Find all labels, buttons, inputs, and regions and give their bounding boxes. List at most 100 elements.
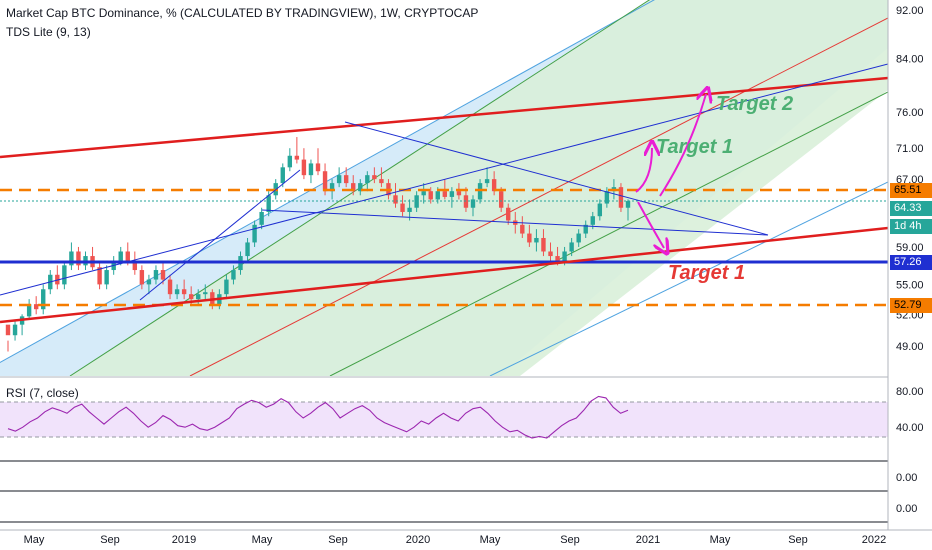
- candle-body: [245, 242, 250, 257]
- y-tick-label: 92.00: [896, 5, 924, 17]
- candle-body: [5, 324, 11, 336]
- candle-body: [252, 224, 257, 243]
- target1-upper-label: Target 1: [656, 136, 733, 158]
- bar-countdown-tag: 1d 4h: [890, 219, 932, 234]
- candle-body: [351, 183, 356, 192]
- x-axis[interactable]: May Sep 2019 May Sep 2020 May Sep 2021 May Sep 2022: [24, 534, 887, 546]
- x-tick-label: Sep: [100, 534, 120, 546]
- candle-body: [548, 251, 553, 257]
- resistance-price-tag: 65.51: [890, 183, 932, 198]
- candle-body: [132, 260, 138, 271]
- candle-body: [146, 279, 152, 285]
- candle-body: [590, 216, 595, 225]
- x-tick-label: 2021: [636, 534, 660, 546]
- candle-body: [153, 270, 159, 280]
- candle-body: [41, 289, 46, 310]
- candle-body: [456, 191, 462, 196]
- bottom-pane-tick-label: 0.00: [896, 503, 917, 515]
- y-tick-label: 84.00: [896, 54, 924, 66]
- rsi-label[interactable]: RSI (7, close): [6, 386, 79, 400]
- x-tick-label: Sep: [560, 534, 580, 546]
- candle-body: [301, 159, 307, 176]
- candle-body: [449, 191, 455, 197]
- candle-body: [597, 203, 603, 217]
- candle-body: [125, 251, 130, 261]
- blue-trendline-wedge-top: [344, 121, 769, 236]
- x-tick-label: May: [710, 534, 731, 546]
- target1-lower-label: Target 1: [668, 262, 745, 284]
- blue-trendline-steep: [139, 169, 301, 301]
- y-tick-label: 76.00: [896, 107, 924, 119]
- candle-body: [604, 191, 610, 204]
- candle-body: [618, 187, 624, 208]
- blue-trendline-wedge-bottom: [261, 209, 769, 236]
- candle-body: [498, 191, 504, 208]
- rsi-tick-label: 80.00: [896, 386, 924, 398]
- candle-body: [470, 199, 476, 208]
- candle-body: [393, 195, 398, 204]
- candle-body: [477, 183, 483, 200]
- candle-body: [188, 294, 194, 300]
- candle-body: [62, 265, 67, 285]
- y-tick-label: 71.00: [896, 143, 924, 155]
- candle-body: [174, 289, 180, 295]
- candle-body: [379, 179, 384, 184]
- candle-body: [520, 224, 525, 234]
- candle-body: [294, 155, 300, 160]
- candle-body: [491, 179, 497, 192]
- candle-body: [506, 207, 511, 221]
- x-tick-label: 2019: [172, 534, 196, 546]
- current-price-tag: 64.33: [890, 201, 932, 216]
- candle-body: [329, 183, 335, 192]
- candle-body: [569, 242, 574, 252]
- x-tick-label: May: [24, 534, 45, 546]
- candle-body: [372, 175, 377, 180]
- candle-body: [527, 233, 532, 243]
- candle-body: [583, 224, 588, 234]
- indicator-label[interactable]: TDS Lite (9, 13): [6, 25, 91, 39]
- candle-body: [266, 195, 271, 212]
- candle-body: [12, 324, 18, 336]
- candle-body: [365, 175, 370, 184]
- rsi-line: [7, 395, 629, 439]
- chart-title: Market Cap BTC Dominance, % (CALCULATED …: [6, 6, 479, 20]
- candle-body: [210, 292, 215, 305]
- blue-trendline-rising: [0, 63, 888, 296]
- candle-body: [181, 289, 187, 295]
- candle-body: [203, 292, 208, 295]
- candle-body: [224, 279, 229, 295]
- candle-body: [428, 191, 433, 200]
- candle-body: [541, 237, 546, 252]
- candle-body: [76, 251, 81, 266]
- bottom-pane-tick-label: 0.00: [896, 472, 917, 484]
- candle-body: [118, 251, 123, 261]
- candle-body: [280, 167, 285, 184]
- x-tick-label: May: [480, 534, 501, 546]
- candle-body: [104, 270, 109, 285]
- candle-body: [167, 279, 173, 295]
- channel-midline: [189, 17, 888, 376]
- candle-body: [196, 294, 201, 300]
- x-tick-label: Sep: [328, 534, 348, 546]
- candle-body: [358, 183, 363, 192]
- candle-body: [442, 191, 448, 197]
- y-tick-label: 59.00: [896, 242, 924, 254]
- candle-body: [287, 155, 293, 168]
- candle-body: [414, 195, 419, 208]
- candle-body: [336, 175, 342, 184]
- rsi-tick-label: 40.00: [896, 422, 924, 434]
- candle-body: [315, 163, 321, 172]
- lower-price-tag: 52.79: [890, 298, 932, 313]
- candle-body: [555, 256, 560, 261]
- x-tick-label: May: [252, 534, 273, 546]
- candle-body: [322, 171, 328, 192]
- x-tick-label: 2020: [406, 534, 430, 546]
- arrow-to-target1-lower: [637, 201, 664, 248]
- candle-body: [421, 191, 426, 196]
- arrow-to-target2: [659, 94, 706, 197]
- candle-body: [625, 201, 631, 208]
- channel-line-lower-green: [329, 91, 888, 376]
- target2-label: Target 2: [716, 93, 793, 115]
